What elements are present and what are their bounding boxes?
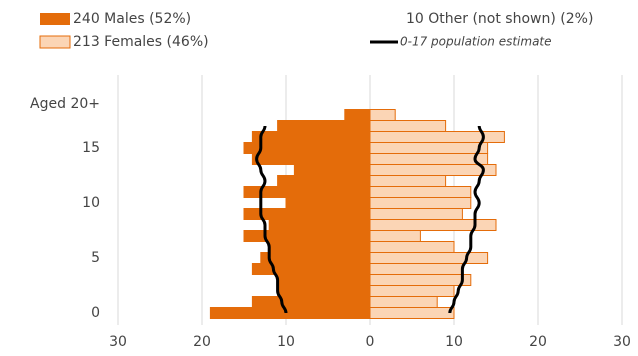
bar bbox=[277, 285, 371, 297]
bar bbox=[285, 197, 371, 209]
bar bbox=[369, 153, 489, 165]
legend-swatch-females bbox=[39, 35, 71, 49]
bar bbox=[369, 186, 472, 198]
bar bbox=[369, 164, 497, 176]
bar bbox=[344, 109, 371, 121]
x-tick-label: 20 bbox=[529, 334, 547, 350]
legend-swatch-males bbox=[40, 13, 70, 25]
bar bbox=[369, 263, 463, 275]
bar bbox=[369, 252, 489, 264]
x-tick-label: 10 bbox=[277, 334, 295, 350]
bar bbox=[243, 230, 371, 242]
x-tick-label: 30 bbox=[613, 334, 631, 350]
estimate-line bbox=[255, 125, 288, 314]
x-tick-label: 30 bbox=[109, 334, 127, 350]
bar bbox=[277, 274, 371, 286]
legend-label: 0-17 population estimate bbox=[400, 35, 552, 49]
legend-label: 240 Males (52%) bbox=[73, 11, 191, 27]
bar bbox=[251, 131, 371, 143]
bar bbox=[243, 142, 371, 154]
bar bbox=[369, 296, 438, 308]
bar bbox=[260, 252, 371, 264]
y-tick-label: 15 bbox=[82, 140, 100, 156]
y-tick-label: 5 bbox=[91, 250, 100, 266]
x-tick-label: 10 bbox=[445, 334, 463, 350]
bar bbox=[369, 274, 472, 286]
bar bbox=[369, 109, 396, 121]
y-tick-label: 0 bbox=[91, 305, 100, 321]
bar bbox=[209, 307, 371, 319]
bar bbox=[251, 263, 371, 275]
bar bbox=[369, 142, 489, 154]
bar bbox=[277, 175, 371, 187]
bar bbox=[369, 197, 472, 209]
bar bbox=[369, 175, 447, 187]
bar bbox=[369, 120, 447, 132]
bar bbox=[369, 230, 421, 242]
bar bbox=[369, 307, 455, 319]
bar bbox=[293, 164, 371, 176]
bar bbox=[251, 296, 371, 308]
bar bbox=[369, 285, 455, 297]
bar bbox=[277, 120, 371, 132]
legend-note: 10 Other (not shown) (2%) bbox=[406, 11, 593, 27]
bar bbox=[268, 241, 371, 253]
bar bbox=[268, 219, 371, 231]
bar bbox=[369, 208, 463, 220]
y-tick-label: Aged 20+ bbox=[30, 96, 100, 112]
legend-label: 213 Females (46%) bbox=[73, 34, 209, 50]
bar bbox=[251, 153, 371, 165]
y-tick-label: 10 bbox=[82, 195, 100, 211]
x-tick-label: 0 bbox=[366, 334, 375, 350]
estimate-line bbox=[448, 125, 485, 314]
x-tick-label: 20 bbox=[193, 334, 211, 350]
bar bbox=[369, 241, 455, 253]
bar bbox=[369, 219, 497, 231]
